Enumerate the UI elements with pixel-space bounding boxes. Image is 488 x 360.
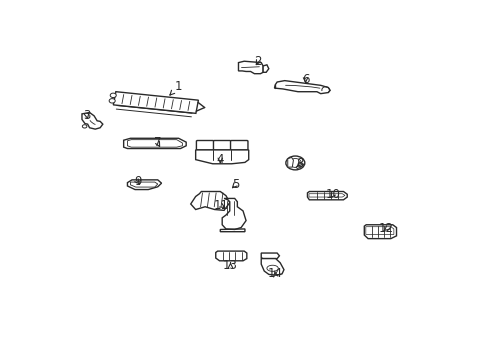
Polygon shape — [113, 92, 198, 113]
Text: 9: 9 — [134, 175, 141, 188]
Ellipse shape — [266, 265, 278, 271]
Text: 12: 12 — [378, 222, 393, 235]
Polygon shape — [222, 198, 245, 229]
Polygon shape — [364, 225, 396, 239]
Circle shape — [82, 125, 87, 128]
Polygon shape — [130, 182, 158, 187]
Polygon shape — [261, 253, 279, 258]
Text: 1: 1 — [169, 80, 182, 95]
Polygon shape — [127, 180, 161, 190]
Text: 6: 6 — [301, 73, 309, 86]
Polygon shape — [274, 81, 329, 94]
FancyBboxPatch shape — [213, 140, 230, 150]
Text: 14: 14 — [267, 267, 282, 280]
Polygon shape — [307, 192, 346, 200]
Polygon shape — [365, 227, 393, 234]
Polygon shape — [123, 138, 186, 149]
Text: 8: 8 — [296, 157, 303, 170]
Polygon shape — [195, 150, 248, 164]
Polygon shape — [308, 194, 344, 197]
Text: 5: 5 — [231, 178, 239, 191]
Text: 3: 3 — [83, 109, 90, 122]
FancyBboxPatch shape — [230, 140, 247, 150]
Polygon shape — [287, 157, 293, 167]
FancyBboxPatch shape — [196, 140, 213, 150]
Polygon shape — [127, 140, 182, 147]
Polygon shape — [238, 61, 263, 74]
Text: 13: 13 — [223, 259, 238, 272]
Polygon shape — [82, 112, 102, 129]
Polygon shape — [296, 163, 303, 168]
Text: 2: 2 — [254, 55, 262, 68]
Polygon shape — [190, 192, 229, 210]
Polygon shape — [215, 251, 246, 261]
Circle shape — [289, 158, 301, 167]
Text: 7: 7 — [154, 136, 161, 149]
Text: 4: 4 — [216, 153, 224, 166]
Circle shape — [109, 99, 115, 103]
Circle shape — [110, 93, 116, 98]
Circle shape — [285, 156, 304, 170]
Text: 11: 11 — [213, 199, 228, 212]
Text: 10: 10 — [325, 188, 340, 201]
Polygon shape — [263, 65, 268, 72]
Polygon shape — [261, 258, 284, 275]
